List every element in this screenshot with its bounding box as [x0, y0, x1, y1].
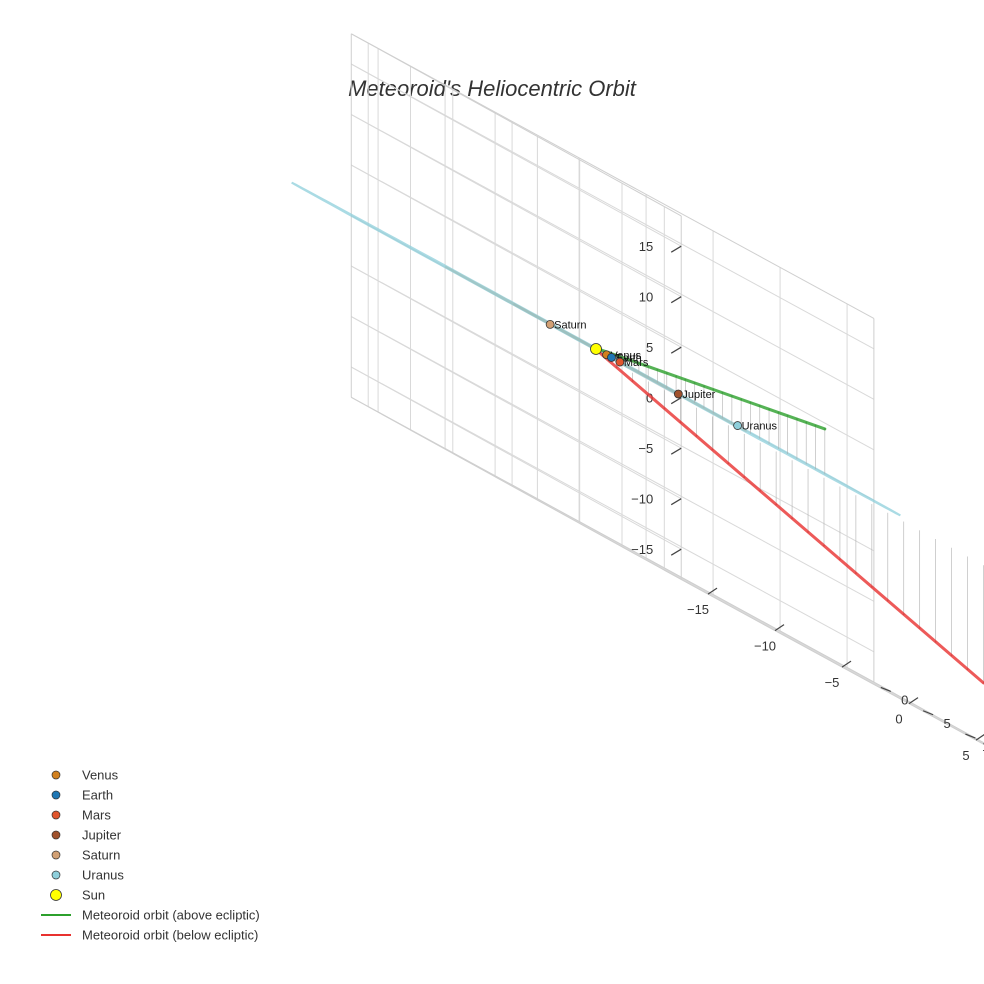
x-tick-mark	[774, 624, 785, 632]
legend-item[interactable]: Sun	[50, 888, 106, 903]
box-edge	[873, 681, 984, 744]
z-tick-mark	[670, 548, 682, 556]
legend-label: Saturn	[82, 848, 120, 863]
legend-item[interactable]: Venus	[51, 768, 119, 783]
legend-item[interactable]: Saturn	[51, 848, 120, 863]
earth-marker	[607, 353, 616, 362]
box-edge	[351, 396, 682, 580]
legend-item[interactable]: Meteoroid orbit (above ecliptic)	[41, 908, 260, 923]
jupiter-label: Jupiter	[682, 389, 715, 401]
grid-line	[579, 523, 984, 745]
legend[interactable]: Venus Earth Mars Jupiter Saturn Uranus Sun Mete…	[41, 768, 260, 943]
axis-grid	[350, 33, 984, 746]
legend-item[interactable]: Uranus	[51, 868, 124, 883]
z-tick-label: 5	[646, 340, 653, 355]
z-tick-label: −10	[631, 492, 653, 507]
grid-line	[621, 546, 984, 745]
y-tick-label: 5	[943, 716, 950, 731]
x-tick-label: 0	[895, 712, 902, 727]
z-tick-mark	[670, 245, 682, 253]
meteoroid-orbits	[599, 348, 984, 685]
legend-item[interactable]: Jupiter	[51, 828, 122, 843]
chart-title: Meteoroid's Heliocentric Orbit	[348, 76, 637, 101]
grid-line	[351, 316, 875, 602]
legend-marker	[51, 850, 61, 860]
legend-sun-marker	[50, 889, 62, 901]
z-tick-mark	[670, 397, 682, 405]
legend-item[interactable]: Earth	[51, 788, 113, 803]
meteoroid-orbit-below	[599, 352, 984, 685]
legend-label: Jupiter	[82, 828, 122, 843]
legend-label: Uranus	[82, 868, 124, 883]
jupiter-marker	[673, 389, 683, 399]
meteoroid-orbit-above	[600, 348, 827, 431]
z-tick-mark	[670, 346, 682, 354]
uranus-marker	[733, 421, 742, 430]
y-tick-label: 0	[901, 692, 908, 707]
grid-line	[664, 569, 984, 745]
uranus-orbit	[291, 181, 901, 517]
z-tick-label: 10	[639, 290, 653, 305]
grid-line	[351, 265, 875, 552]
grid-line	[712, 594, 984, 745]
z-tick-label: 15	[639, 239, 653, 254]
x-tick-mark	[841, 660, 852, 668]
legend-label: Venus	[82, 768, 119, 783]
z-tick-label: −15	[631, 542, 653, 557]
legend-marker	[51, 870, 61, 880]
legend-item[interactable]: Meteoroid orbit (below ecliptic)	[41, 928, 258, 943]
legend-marker	[51, 790, 61, 800]
grid-line	[351, 164, 875, 451]
y-tick-label: 10	[982, 739, 984, 754]
grid-line	[351, 63, 875, 350]
saturn-marker	[545, 319, 555, 329]
legend-marker	[51, 810, 61, 820]
mars-marker	[615, 357, 625, 367]
box-edge	[351, 396, 875, 683]
y-tick-mark	[880, 686, 892, 692]
axis-ticks: −15−10−50510152005101520253035−15−10−505…	[631, 239, 984, 763]
legend-marker	[51, 830, 61, 840]
z-tick-label: 0	[646, 391, 653, 406]
legend-marker	[51, 770, 61, 780]
legend-label: Meteoroid orbit (above ecliptic)	[82, 908, 260, 923]
x-tick-label: −15	[687, 602, 709, 617]
box-edge	[351, 33, 875, 319]
mars-label: Mars	[624, 357, 649, 369]
x-tick-label: 5	[962, 748, 969, 763]
z-tick-label: −5	[638, 441, 653, 456]
legend-item[interactable]: Mars	[51, 808, 111, 823]
z-tick-mark	[670, 447, 682, 455]
grid-line	[351, 114, 875, 400]
box-edge	[351, 33, 682, 217]
y-tick-mark	[965, 733, 976, 739]
x-tick-label: −5	[825, 675, 840, 690]
sun-marker	[590, 343, 602, 355]
legend-label: Mars	[82, 808, 111, 823]
x-tick-mark	[707, 587, 718, 595]
x-tick-label: −10	[754, 639, 776, 654]
x-tick-mark	[908, 697, 919, 705]
z-tick-mark	[670, 296, 682, 304]
legend-label: Earth	[82, 788, 113, 803]
legend-label: Meteoroid orbit (below ecliptic)	[82, 928, 258, 943]
z-tick-mark	[670, 498, 682, 506]
saturn-label: Saturn	[554, 319, 586, 331]
y-tick-mark	[922, 710, 934, 716]
grid-line	[351, 366, 875, 653]
box-edge	[680, 579, 984, 746]
legend-label: Sun	[82, 888, 105, 903]
uranus-label: Uranus	[742, 421, 778, 433]
